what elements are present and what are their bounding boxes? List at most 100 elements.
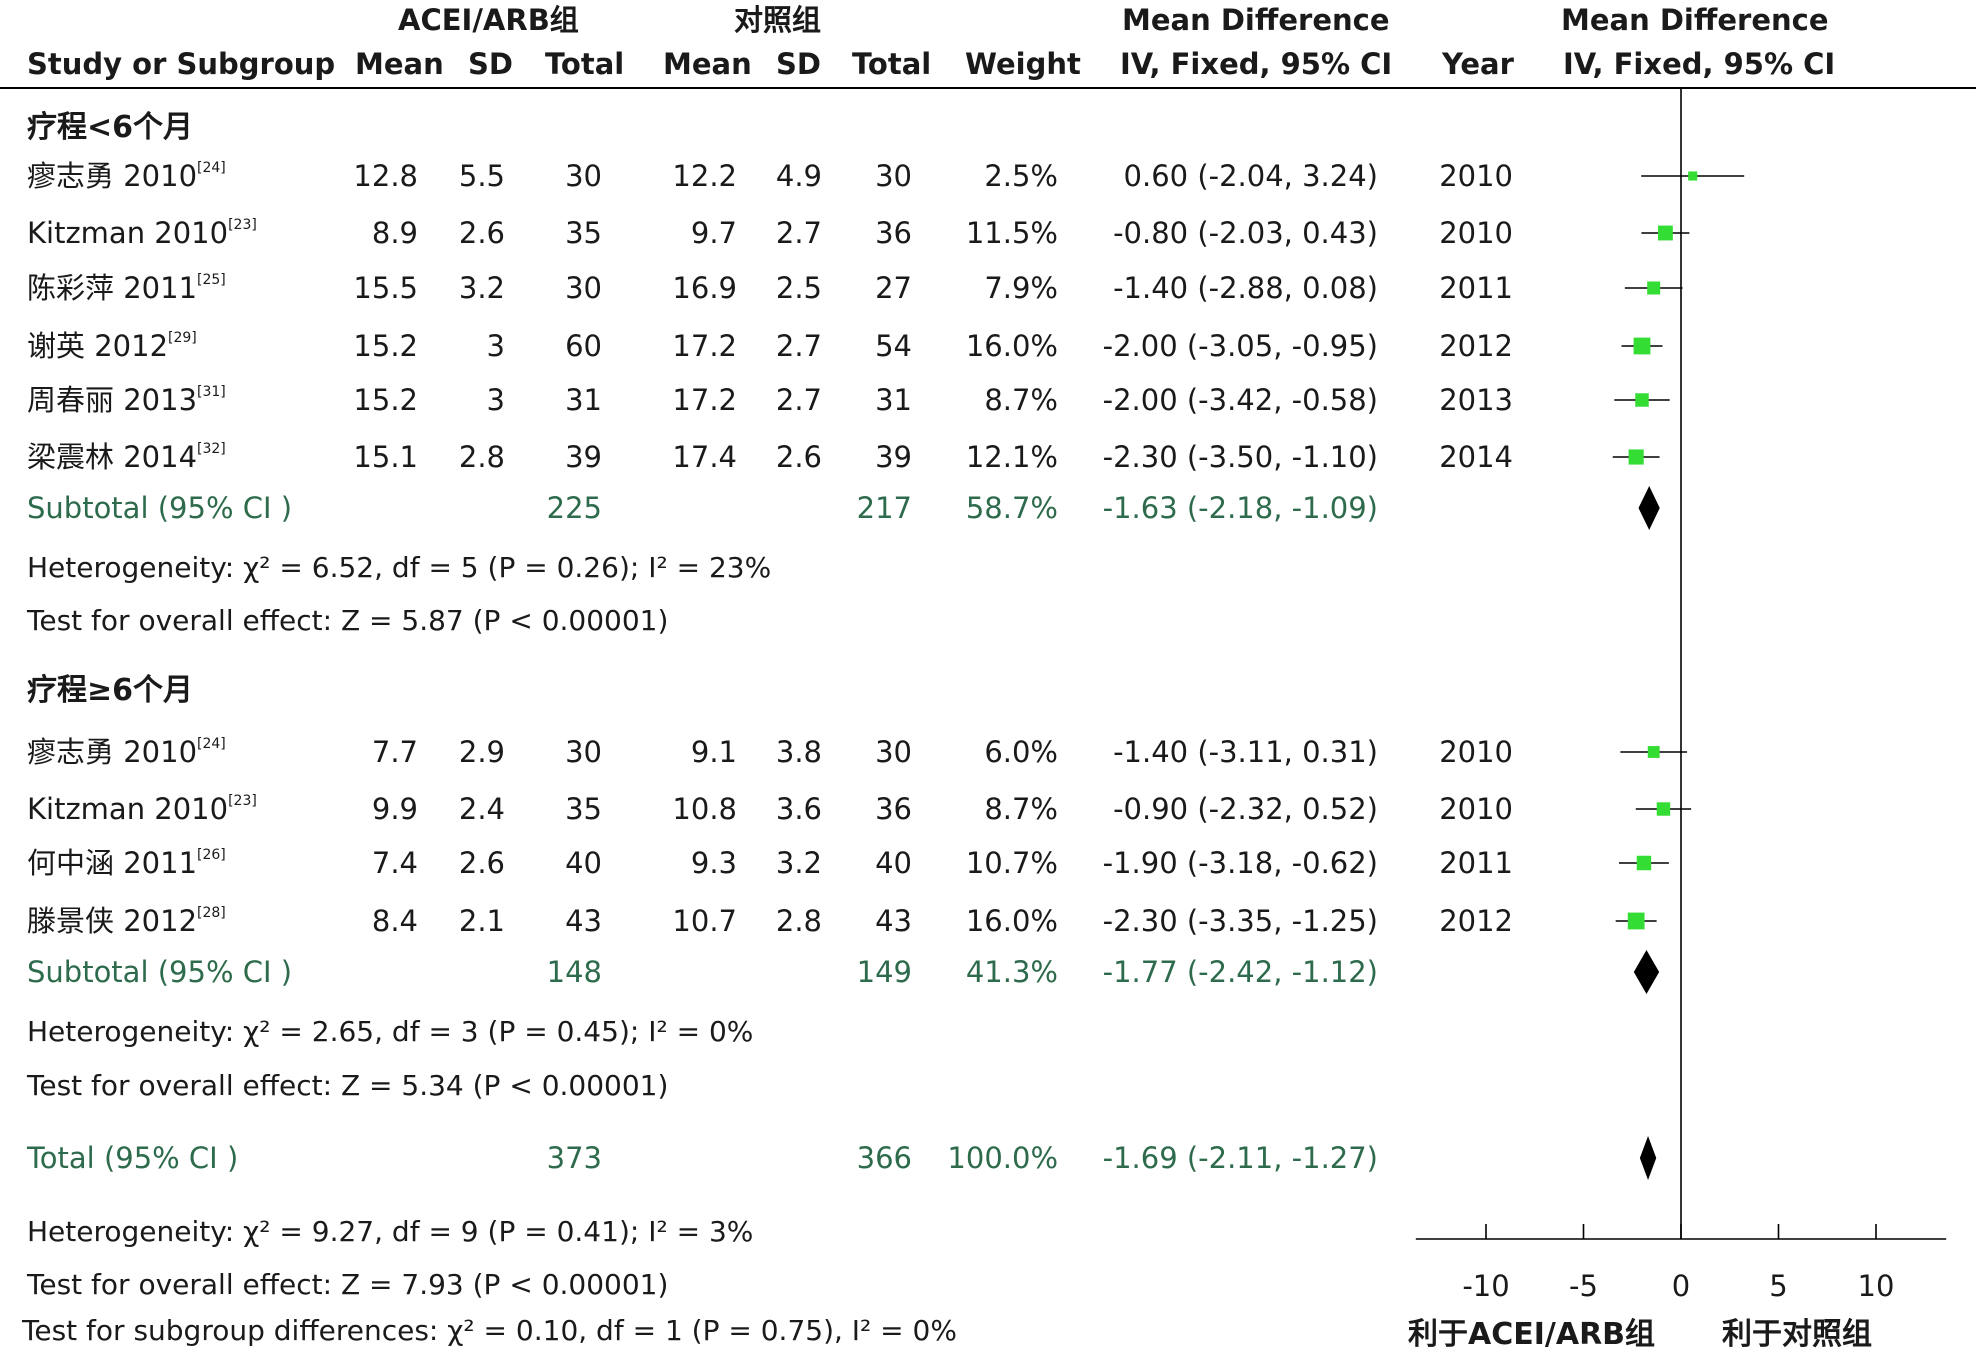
cell-total2: 54 (875, 329, 912, 363)
cell-sd2: 2.7 (775, 383, 822, 417)
cell-total1: 35 (565, 792, 602, 826)
cell-year: 2010 (1439, 216, 1513, 250)
heterogeneity-text: Heterogeneity: χ² = 6.52, df = 5 (P = 0.… (27, 551, 772, 584)
cell-total2: 36 (875, 216, 912, 250)
study-name-text: 周春丽 2013 (27, 383, 198, 417)
study-name-text: 瘳志勇 2010 (27, 735, 198, 769)
col-study-header: Study or Subgroup (27, 47, 336, 81)
subtotal-weight: 41.3% (965, 955, 1058, 989)
cell-weight: 12.1% (965, 440, 1058, 474)
cell-mean1: 8.4 (371, 904, 418, 938)
point-estimate (1657, 225, 1673, 241)
overall-effect-text: Test for overall effect: Z = 5.87 (P < 0… (27, 604, 669, 637)
heterogeneity-text: Heterogeneity: χ² = 2.65, df = 3 (P = 0.… (27, 1015, 754, 1048)
cell-sd1: 2.1 (458, 904, 505, 938)
cell-total1: 35 (565, 216, 602, 250)
study-name: 滕景侠 2012[28] (27, 905, 226, 936)
cell-mean2: 17.4 (672, 440, 737, 474)
x-tick-label: 0 (1671, 1269, 1691, 1303)
cell-ci: -2.00 (-3.05, -0.95) (1102, 329, 1378, 363)
cell-sd1: 2.4 (458, 792, 505, 826)
cell-mean2: 9.1 (690, 735, 737, 769)
study-name-text: 何中涵 2011 (27, 846, 198, 880)
cell-mean1: 8.9 (371, 216, 418, 250)
total-total1: 373 (546, 1141, 602, 1175)
cell-ci: -0.80 (-2.03, 0.43) (1113, 216, 1378, 250)
cell-weight: 11.5% (965, 216, 1058, 250)
cell-total2: 43 (875, 904, 912, 938)
col-mean1-header: Mean (355, 47, 444, 81)
cell-total1: 40 (565, 846, 602, 880)
cell-weight: 16.0% (965, 904, 1058, 938)
cell-ci: -2.30 (-3.35, -1.25) (1102, 904, 1378, 938)
study-name: 梁震林 2014[32] (27, 441, 226, 472)
subtotal-weight: 58.7% (965, 491, 1058, 525)
x-tick-label: -5 (1569, 1269, 1598, 1303)
col-sd2-header: SD (776, 47, 821, 81)
cell-mean1: 7.7 (371, 735, 418, 769)
study-name: 何中涵 2011[26] (27, 846, 226, 880)
cell-total1: 39 (565, 440, 602, 474)
study-name-text: 谢英 2012 (27, 329, 169, 363)
cell-total1: 60 (565, 329, 602, 363)
cell-sd2: 3.8 (775, 735, 822, 769)
study-name-text: Kitzman 2010 (27, 216, 229, 250)
cell-ci: -2.30 (-3.50, -1.10) (1102, 440, 1378, 474)
cell-mean1: 9.9 (371, 792, 418, 826)
cell-ci: -1.40 (-3.11, 0.31) (1113, 735, 1378, 769)
point-estimate (1633, 337, 1651, 355)
x-tick-label: 5 (1769, 1269, 1788, 1303)
cell-total2: 40 (875, 846, 912, 880)
total-ci: -1.69 (-2.11, -1.27) (1102, 1141, 1378, 1175)
cell-weight: 16.0% (965, 329, 1058, 363)
cell-sd2: 4.9 (775, 159, 822, 193)
col-total1-header: Total (545, 47, 625, 81)
cell-mean1: 15.2 (353, 329, 418, 363)
cell-sd1: 5.5 (458, 159, 505, 193)
cell-mean2: 16.9 (672, 271, 737, 305)
cell-ci: -1.40 (-2.88, 0.08) (1113, 271, 1378, 305)
study-name: Kitzman 2010[23] (27, 216, 257, 250)
cell-mean2: 10.7 (672, 904, 737, 938)
col-md-plot-header: IV, Fixed, 95% CI (1563, 47, 1836, 81)
cell-ci: -1.90 (-3.18, -0.62) (1102, 846, 1378, 880)
study-ref: [28] (197, 905, 226, 921)
study-ref: [26] (197, 847, 226, 863)
cell-sd2: 3.2 (775, 846, 822, 880)
subtotal-ci: -1.77 (-2.42, -1.12) (1102, 955, 1378, 989)
cell-mean2: 9.3 (690, 846, 737, 880)
total-overall-effect-text: Test for overall effect: Z = 7.93 (P < 0… (27, 1268, 669, 1301)
cell-year: 2013 (1439, 383, 1513, 417)
study-name-text: 陈彩萍 2011 (27, 271, 198, 305)
subtotal-diamond (1638, 486, 1660, 530)
cell-weight: 10.7% (965, 846, 1058, 880)
subtotal-label: Subtotal (95% CI ) (27, 491, 293, 525)
col-total2-header: Total (852, 47, 932, 81)
study-ref: [23] (228, 793, 257, 809)
cell-year: 2012 (1439, 329, 1513, 363)
study-ref: [24] (197, 160, 226, 176)
cell-sd1: 3.2 (458, 271, 505, 305)
cell-mean2: 12.2 (672, 159, 737, 193)
study-ref: [32] (197, 441, 226, 457)
cell-sd1: 2.9 (458, 735, 505, 769)
study-ref: [24] (197, 736, 226, 752)
point-estimate (1635, 393, 1649, 407)
point-estimate (1627, 912, 1645, 930)
study-name: 陈彩萍 2011[25] (27, 271, 226, 305)
cell-mean1: 12.8 (353, 159, 418, 193)
cell-year: 2010 (1439, 159, 1513, 193)
cell-mean2: 9.7 (690, 216, 737, 250)
total-weight: 100.0% (947, 1141, 1058, 1175)
cell-sd2: 3.6 (775, 792, 822, 826)
study-name: 周春丽 2013[31] (27, 383, 226, 417)
cell-weight: 7.9% (984, 271, 1058, 305)
group-label: 疗程<6个月 (27, 110, 194, 145)
study-ref: [25] (197, 272, 226, 288)
cell-total1: 30 (565, 159, 602, 193)
cell-sd2: 2.8 (775, 904, 822, 938)
cell-sd1: 2.8 (458, 440, 505, 474)
col-year-header: Year (1442, 47, 1514, 81)
favours-left-label: 利于ACEI/ARB组 (1408, 1317, 1656, 1352)
